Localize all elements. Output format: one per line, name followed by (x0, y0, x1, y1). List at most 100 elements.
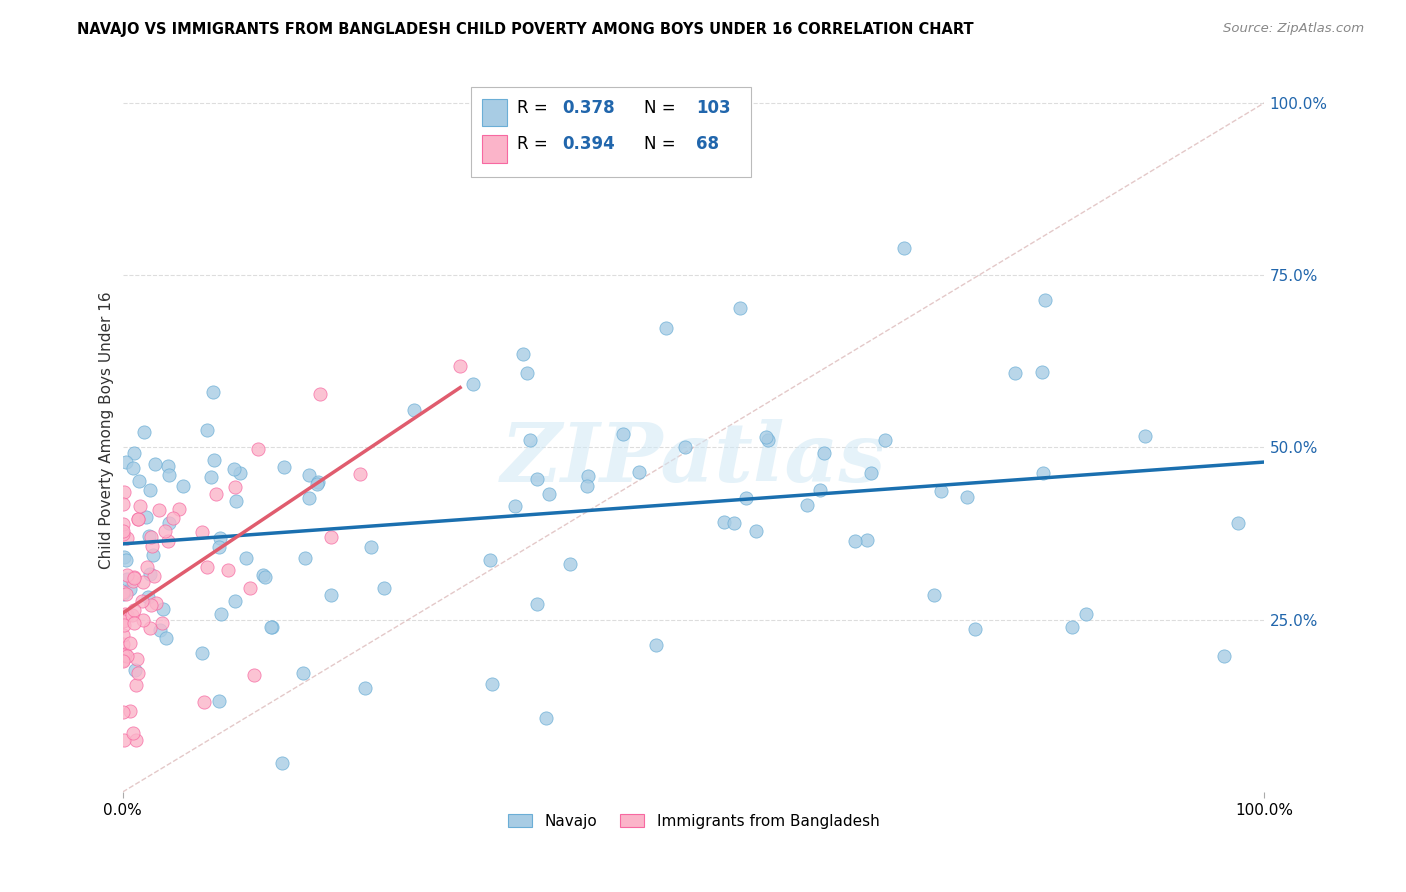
Point (115, 568, 138, 582)
Point (111, 516, 134, 531)
Point (796, 498, 818, 512)
Point (143, 457, 166, 471)
Point (157, 516, 180, 530)
Point (127, 666, 149, 681)
Point (873, 433, 896, 447)
Point (628, 466, 651, 480)
Point (319, 530, 342, 544)
Point (152, 601, 174, 615)
Point (112, 733, 135, 747)
Point (122, 603, 145, 617)
Point (157, 468, 180, 483)
Point (859, 466, 882, 480)
Point (111, 614, 134, 628)
Point (124, 733, 146, 747)
Point (157, 533, 180, 548)
Point (612, 427, 634, 442)
Point (512, 347, 534, 361)
Point (463, 376, 485, 391)
Point (1212, 648, 1234, 663)
Point (810, 483, 832, 498)
Point (122, 461, 145, 475)
Point (247, 442, 270, 456)
Point (114, 553, 136, 567)
Text: 0.394: 0.394 (562, 136, 614, 153)
Point (155, 631, 177, 645)
Point (111, 524, 134, 539)
Point (298, 491, 321, 505)
Point (260, 620, 283, 634)
Point (1031, 365, 1053, 379)
Point (193, 695, 215, 709)
Point (713, 515, 735, 529)
FancyBboxPatch shape (482, 135, 508, 162)
Point (735, 491, 758, 506)
Point (149, 623, 172, 637)
Point (131, 593, 153, 607)
Point (111, 648, 134, 663)
Point (111, 585, 134, 599)
Point (516, 366, 538, 380)
Point (217, 563, 239, 577)
Point (118, 636, 141, 650)
Point (243, 668, 266, 682)
Text: 68: 68 (696, 136, 718, 153)
Point (122, 569, 145, 583)
Point (148, 503, 170, 517)
Point (125, 651, 148, 665)
Point (560, 557, 582, 571)
Point (142, 569, 165, 583)
FancyBboxPatch shape (482, 99, 508, 127)
Text: N =: N = (644, 136, 682, 153)
Point (127, 512, 149, 526)
Point (139, 483, 162, 497)
Point (111, 636, 134, 650)
Point (145, 596, 167, 610)
Point (273, 460, 295, 475)
Point (745, 524, 768, 539)
Point (124, 664, 146, 678)
Point (1227, 516, 1250, 530)
Point (1060, 619, 1083, 633)
Point (138, 529, 160, 543)
Point (117, 572, 139, 586)
Text: NAVAJO VS IMMIGRANTS FROM BANGLADESH CHILD POVERTY AMONG BOYS UNDER 16 CORRELATI: NAVAJO VS IMMIGRANTS FROM BANGLADESH CHI… (77, 22, 974, 37)
Point (252, 567, 274, 582)
Point (200, 470, 222, 484)
Point (112, 618, 135, 632)
Point (402, 403, 425, 417)
Point (153, 524, 176, 538)
Point (305, 477, 328, 491)
Point (195, 559, 218, 574)
Point (139, 567, 162, 582)
Point (125, 678, 148, 692)
Point (118, 704, 141, 718)
Point (673, 440, 696, 454)
Point (309, 387, 332, 401)
Point (132, 425, 155, 440)
Point (224, 462, 246, 476)
Point (239, 581, 262, 595)
Point (111, 654, 134, 668)
Point (114, 647, 136, 661)
Point (292, 666, 315, 681)
Point (1032, 466, 1054, 480)
Point (655, 321, 678, 335)
Point (132, 575, 155, 590)
Point (576, 479, 599, 493)
Text: ZIPatlas: ZIPatlas (501, 419, 886, 500)
Point (224, 594, 246, 608)
Point (136, 559, 159, 574)
Point (150, 616, 173, 631)
Point (111, 614, 134, 628)
Point (756, 434, 779, 448)
Point (122, 574, 145, 589)
Point (112, 549, 135, 564)
Point (844, 533, 866, 548)
Point (503, 500, 526, 514)
Point (229, 467, 252, 481)
Point (294, 551, 316, 566)
Point (893, 241, 915, 255)
Point (204, 487, 226, 501)
Point (536, 711, 558, 725)
